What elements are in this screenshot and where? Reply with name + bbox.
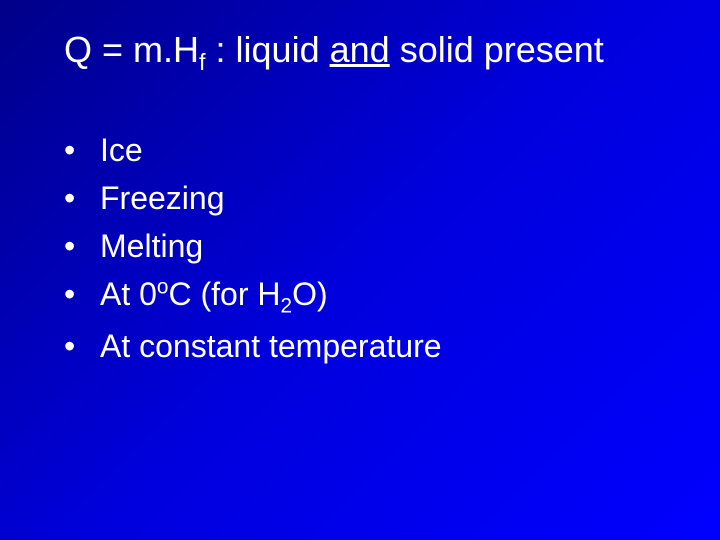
- title-underline-and: and: [330, 29, 390, 70]
- slide-title: Q = m.Hf : liquid and solid present: [64, 28, 680, 76]
- bullet-text: Melting: [100, 228, 203, 264]
- slide-container: Q = m.Hf : liquid and solid present Ice …: [0, 0, 720, 540]
- bullet-text: At constant temperature: [100, 328, 442, 364]
- list-item: At constant temperature: [64, 322, 680, 370]
- bullet-text: Freezing: [100, 180, 225, 216]
- bullet-text: Ice: [100, 132, 143, 168]
- title-part-sep: : liquid: [206, 29, 330, 70]
- list-item: Ice: [64, 126, 680, 174]
- list-item: Freezing: [64, 174, 680, 222]
- temp-c-h: C (for H: [169, 276, 281, 312]
- title-part-rest: solid present: [390, 29, 604, 70]
- temp-o-close: O): [292, 276, 328, 312]
- temp-prefix: At 0: [100, 276, 157, 312]
- bullet-list: Ice Freezing Melting At 0oC (for H2O) At…: [64, 126, 680, 370]
- list-item-temperature: At 0oC (for H2O): [64, 270, 680, 322]
- title-part-q: Q = m.H: [64, 29, 199, 70]
- degree-symbol: o: [157, 276, 169, 299]
- list-item: Melting: [64, 222, 680, 270]
- subscript-2: 2: [281, 295, 293, 318]
